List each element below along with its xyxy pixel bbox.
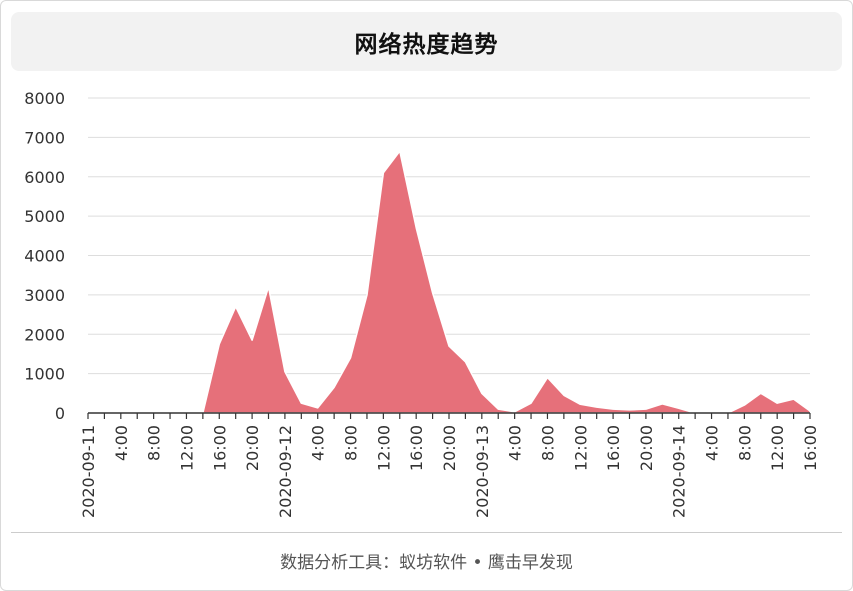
y-tick-label: 3000 — [24, 286, 65, 305]
title-bar: 网络热度趋势 — [11, 12, 842, 71]
y-tick-label: 0 — [55, 404, 65, 423]
x-tick-label: 8:00 — [735, 425, 754, 461]
x-tick-label: 12:00 — [178, 425, 197, 471]
x-tick-label: 16:00 — [210, 425, 229, 471]
y-tick-label: 7000 — [24, 128, 65, 147]
x-tick-label: 16:00 — [801, 425, 820, 471]
x-tick-label: 12:00 — [768, 425, 787, 471]
y-tick-label: 6000 — [24, 168, 65, 187]
x-tick-label: 4:00 — [112, 425, 131, 461]
x-tick-label: 20:00 — [637, 425, 656, 471]
x-tick-label: 16:00 — [604, 425, 623, 471]
y-tick-label: 1000 — [24, 365, 65, 384]
x-tick-label: 12:00 — [571, 425, 590, 471]
x-tick-label: 2020-09-11 — [79, 425, 98, 518]
chart-title: 网络热度趋势 — [354, 31, 499, 58]
x-tick-label: 12:00 — [374, 425, 393, 471]
x-tick-label: 8:00 — [539, 425, 558, 461]
x-tick-label: 20:00 — [440, 425, 459, 471]
x-tick-label: 2020-09-13 — [473, 425, 492, 518]
footer-divider — [11, 532, 842, 533]
footer-credit: 数据分析工具：蚁坊软件 • 鹰击早发现 — [280, 553, 573, 573]
x-tick-label: 4:00 — [703, 425, 722, 461]
y-tick-label: 4000 — [24, 247, 65, 266]
x-tick-label: 4:00 — [309, 425, 328, 461]
x-tick-label: 2020-09-14 — [670, 425, 689, 518]
x-tick-label: 20:00 — [243, 425, 262, 471]
x-tick-label: 8:00 — [342, 425, 361, 461]
y-tick-label: 5000 — [24, 207, 65, 226]
x-tick-label: 4:00 — [506, 425, 525, 461]
x-tick-label: 16:00 — [407, 425, 426, 471]
x-tick-label: 8:00 — [145, 425, 164, 461]
x-tick-label: 2020-09-12 — [276, 425, 295, 518]
y-tick-label: 8000 — [24, 89, 65, 108]
y-tick-label: 2000 — [24, 325, 65, 344]
